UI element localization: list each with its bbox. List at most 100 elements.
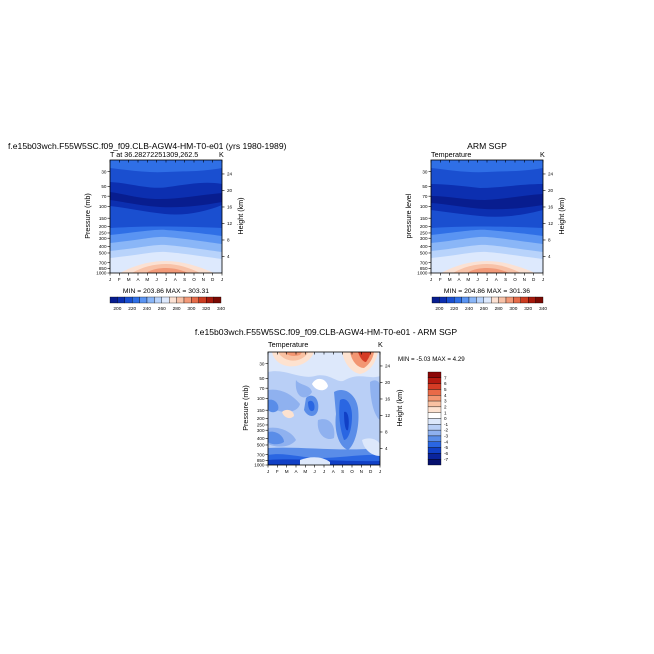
model-ytick-label: 400	[99, 244, 107, 249]
diff-colorbar-label: 2	[444, 404, 447, 409]
panel-diff: f.e15b03wch.F55W5SC.f09_f09.CLB-AGW4-HM-…	[195, 327, 465, 474]
diff-colorbar-box	[427, 412, 442, 419]
obs-ytick-label: 850	[420, 266, 428, 271]
obs-colorbar-label: 320	[524, 306, 532, 312]
model-xtick-label: J	[109, 277, 111, 282]
model-xtick-label: A	[136, 277, 140, 282]
diff-ytick-label: 150	[257, 408, 265, 413]
diff-xtick-label: J	[379, 469, 381, 474]
model-xtick-label: D	[211, 277, 215, 282]
obs-ytick-label: 250	[420, 231, 428, 236]
obs-colorbar-label: 220	[450, 306, 458, 312]
diff-ytick-label: 850	[257, 458, 265, 463]
obs-colorbar-box	[505, 296, 514, 304]
panel-obs: ARM SGP Temperature K J F M A M J J A S O N D J30507…	[404, 141, 566, 312]
obs-height-tick-label: 4	[548, 254, 551, 259]
model-ytick-label: 30	[101, 169, 107, 174]
diff-colorbar-label: -7	[444, 457, 449, 462]
diff-axes: J F M A M J J A S O N D J305070100150200250300400500…	[254, 352, 391, 474]
obs-ytick-label: 500	[420, 251, 428, 256]
model-colorbar-label: 300	[187, 306, 195, 312]
obs-xtick-label: S	[504, 277, 507, 282]
obs-ytick-label: 70	[422, 194, 428, 199]
model-title: f.e15b03wch.F55W5SC.f09_f09.CLB-AGW4-HM-…	[8, 141, 287, 151]
obs-ytick-label: 700	[420, 260, 428, 265]
diff-ytick-label: 50	[259, 376, 265, 381]
model-height-tick-label: 4	[227, 254, 230, 259]
obs-colorbar-box	[513, 296, 521, 304]
obs-colorbar-box	[439, 296, 447, 304]
diff-colorbar-label: 5	[444, 387, 447, 392]
diff-colorbar-box	[427, 377, 442, 384]
diff-height-tick-label: 4	[385, 446, 388, 451]
obs-xtick-label: O	[513, 277, 517, 282]
diff-xtick-label: O	[350, 469, 354, 474]
model-ylabel-right: Height (km)	[236, 197, 245, 234]
obs-colorbar-box	[535, 296, 544, 304]
diff-colorbar-label: -4	[444, 439, 449, 444]
diff-xtick-label: J	[314, 469, 316, 474]
diff-xtick-label: A	[294, 469, 298, 474]
obs-ytick-label: 400	[420, 244, 428, 249]
model-ytick-label: 500	[99, 251, 107, 256]
model-colorbar-box	[109, 296, 118, 304]
obs-xtick-label: A	[457, 277, 461, 282]
obs-colorbar-label: 300	[509, 306, 517, 312]
diff-colorbar-box	[427, 371, 442, 378]
obs-xtick-label: M	[448, 277, 452, 282]
model-colorbar-box	[124, 296, 133, 304]
obs-height-tick-label: 12	[548, 221, 554, 226]
obs-xtick-label: J	[486, 277, 488, 282]
obs-colorbar-label: 260	[480, 306, 488, 312]
obs-ylabel-right: Height (km)	[557, 197, 566, 234]
diff-xtick-label: S	[341, 469, 344, 474]
model-colorbar-label: 260	[158, 306, 166, 312]
model-colorbar-box	[146, 296, 155, 304]
obs-xtick-label: A	[495, 277, 499, 282]
diff-colorbar-box	[427, 441, 442, 448]
diff-colorbar-label: 6	[444, 381, 447, 386]
model-xtick-label: S	[183, 277, 186, 282]
diff-minmax: MIN = -5.03 MAX = 4.29	[398, 356, 465, 363]
model-colorbar-label: 220	[128, 306, 136, 312]
obs-xtick-label: J	[430, 277, 432, 282]
model-colorbar-label: 340	[217, 306, 225, 312]
obs-colorbar: 200 220 240 260 280 300 320 340	[431, 296, 547, 312]
model-ytick-label: 150	[99, 216, 107, 221]
model-xtick-label: J	[165, 277, 167, 282]
obs-colorbar-label: 340	[539, 306, 547, 312]
model-colorbar-box	[198, 296, 207, 304]
model-height-tick-label: 8	[227, 238, 230, 243]
model-colorbar-box	[176, 296, 185, 304]
diff-xtick-label: J	[267, 469, 269, 474]
diff-colorbar-box	[427, 400, 442, 408]
diff-xtick-label: N	[360, 469, 363, 474]
diff-colorbar-box	[427, 447, 442, 454]
model-ylabel-left: Pressure (mb)	[83, 193, 92, 239]
obs-colorbar-box	[468, 296, 477, 304]
model-ytick-label: 100	[99, 204, 107, 209]
obs-ylabel-left: pressure level	[404, 193, 413, 238]
obs-ytick-label: 300	[420, 236, 428, 241]
diff-ytick-label: 250	[257, 423, 265, 428]
model-colorbar-box	[161, 296, 170, 304]
model-colorbar-label: 240	[143, 306, 151, 312]
diff-height-tick-label: 16	[385, 397, 391, 402]
model-minmax: MIN = 203.86 MAX = 303.31	[123, 288, 209, 295]
obs-xtick-label: N	[523, 277, 526, 282]
diff-colorbar-label: -1	[444, 422, 449, 427]
diff-units: K	[378, 340, 383, 349]
obs-colorbar-box	[461, 296, 470, 304]
model-ytick-label: 50	[101, 184, 107, 189]
diff-ytick-label: 70	[259, 386, 265, 391]
obs-xtick-label: J	[477, 277, 479, 282]
model-xtick-label: O	[192, 277, 196, 282]
obs-ytick-label: 150	[420, 216, 428, 221]
obs-ytick-label: 50	[422, 184, 428, 189]
obs-xtick-label: J	[542, 277, 544, 282]
obs-height-tick-label: 16	[548, 205, 554, 210]
diff-title: f.e15b03wch.F55W5SC.f09_f09.CLB-AGW4-HM-…	[195, 327, 457, 337]
obs-colorbar-box	[498, 296, 507, 304]
obs-xtick-label: D	[532, 277, 536, 282]
